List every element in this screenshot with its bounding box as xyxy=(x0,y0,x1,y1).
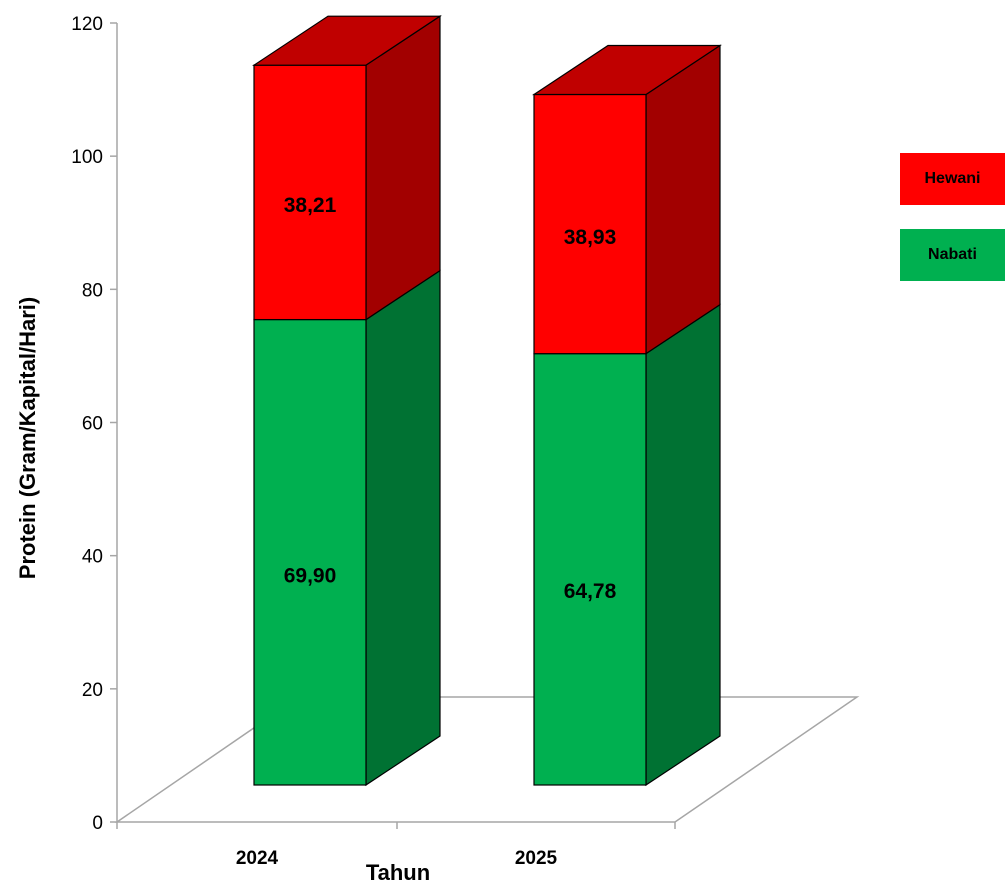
data-label-nabati-2024: 69,90 xyxy=(284,565,337,588)
x-tick-label-2024: 2024 xyxy=(236,848,279,869)
bar-side-hewani-2025 xyxy=(645,44,721,355)
y-tick-label-100: 100 xyxy=(71,147,103,168)
y-tick-label-40: 40 xyxy=(82,547,103,568)
bar-side-nabati-2025 xyxy=(645,303,721,787)
bar-side-nabati-2024 xyxy=(365,269,441,787)
y-axis-title: Protein (Gram/Kapital/Hari) xyxy=(15,297,40,579)
legend-label-hewani: Hewani xyxy=(924,170,981,187)
x-axis-title: Tahun xyxy=(366,860,430,885)
bar-side-hewani-2024 xyxy=(365,15,441,321)
data-labels: 69,90 38,21 2024 64,78 38,93 2025 xyxy=(236,194,617,869)
bar-nabati-2024 xyxy=(253,318,367,786)
y-tick-label-0: 0 xyxy=(92,813,103,834)
data-label-nabati-2025: 64,78 xyxy=(564,580,617,603)
y-tick-label-60: 60 xyxy=(82,414,103,435)
chart-floor xyxy=(114,696,860,829)
floor-plane xyxy=(114,696,860,823)
y-tick-label-120: 120 xyxy=(71,14,103,35)
legend-item-nabati: Nabati xyxy=(900,229,1005,281)
bar-top-hewani-2025 xyxy=(532,44,722,96)
bar-hewani-2025 xyxy=(533,93,647,355)
data-label-hewani-2025: 38,93 xyxy=(564,226,617,249)
y-tick-label-20: 20 xyxy=(82,680,103,701)
legend-label-nabati: Nabati xyxy=(928,246,977,263)
bar-hewani-2024 xyxy=(253,64,367,321)
bar-nabati-2025 xyxy=(533,353,647,786)
legend-item-hewani: Hewani xyxy=(900,153,1005,205)
bar-top-hewani-2024 xyxy=(252,15,442,66)
y-axis: 0 20 40 60 80 100 120 xyxy=(71,14,118,834)
y-tick-label-80: 80 xyxy=(82,280,103,301)
data-label-hewani-2024: 38,21 xyxy=(284,194,337,217)
bars xyxy=(252,15,722,787)
x-tick-label-2025: 2025 xyxy=(515,848,558,869)
